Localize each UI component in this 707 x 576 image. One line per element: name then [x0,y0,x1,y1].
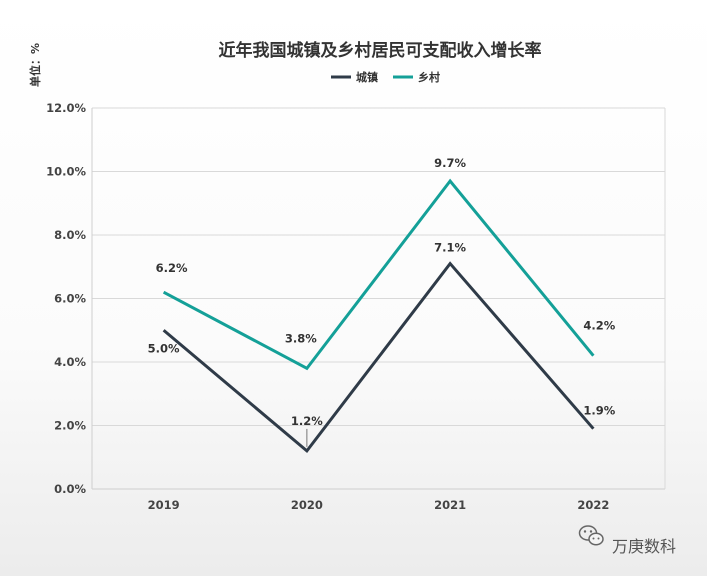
y-tick-label: 4.0% [54,355,86,369]
x-tick-label: 2020 [291,498,323,512]
data-label: 1.9% [583,404,615,418]
y-tick-label: 8.0% [54,228,86,242]
x-tick-label: 2019 [148,498,180,512]
unit-label: 单位：% [28,43,42,87]
data-label: 1.2% [291,414,323,428]
data-label: 7.1% [434,241,466,255]
x-tick-label: 2021 [434,498,466,512]
y-tick-label: 10.0% [46,165,86,179]
data-label: 3.8% [285,331,317,345]
data-label: 6.2% [156,261,188,275]
grid [91,107,666,490]
watermark-text: 万庚数科 [612,537,676,556]
y-tick-label: 0.0% [54,482,86,496]
series [162,178,595,454]
watermark: 万庚数科 [578,525,676,556]
chart-title: 近年我国城镇及乡村居民可支配收入增长率 [219,40,542,61]
data-labels: 5.0% 1.2% 7.1% 1.9% 6.2% 3.8% 9.7% 4.2% [148,156,616,447]
data-label: 4.2% [583,319,615,333]
data-label: 5.0% [148,341,180,355]
wechat-icon [578,525,604,546]
x-axis: 2019 2020 2021 2022 [148,498,610,512]
legend-label-urban: 城镇 [356,70,378,84]
y-axis: 0.0% 2.0% 4.0% 6.0% 8.0% 10.0% 12.0% [46,101,86,496]
series-line-urban [162,261,595,454]
legend: 城镇 乡村 [331,70,440,84]
y-tick-label: 2.0% [54,419,86,433]
y-tick-label: 12.0% [46,101,86,115]
data-label: 9.7% [434,156,466,170]
x-tick-label: 2022 [577,498,609,512]
legend-label-rural: 乡村 [418,70,440,84]
y-tick-label: 6.0% [54,292,86,306]
series-line-rural [162,178,595,371]
